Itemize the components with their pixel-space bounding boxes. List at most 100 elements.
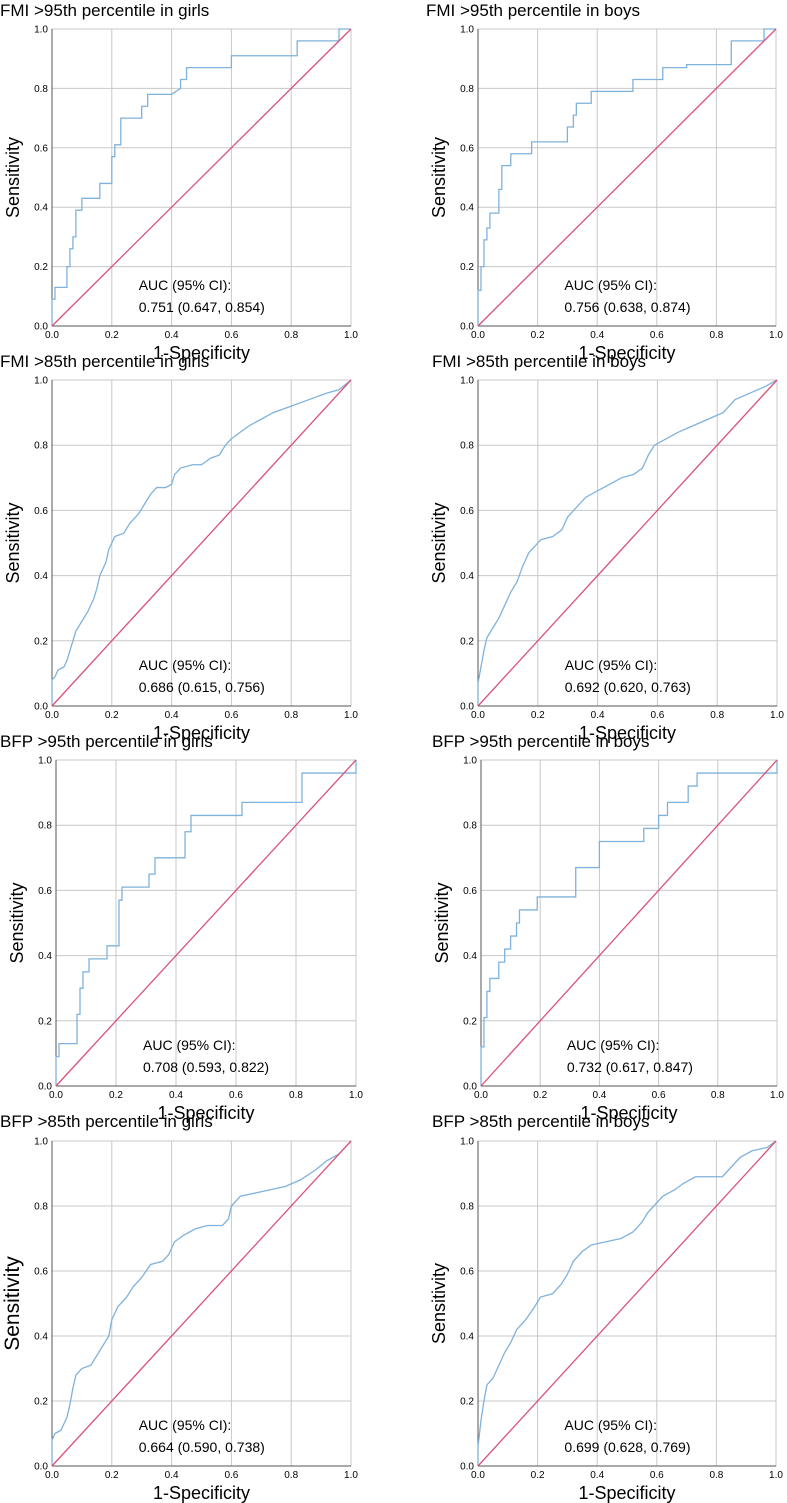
auc-label: AUC (95% CI): — [139, 277, 232, 293]
x-tick-label: 0.6 — [650, 330, 664, 341]
y-tick-label: 0.6 — [460, 1267, 474, 1278]
y-axis-title: Sensitivity — [1, 1256, 24, 1351]
x-tick-label: 0.6 — [650, 1470, 664, 1481]
x-tick-label: 0.4 — [165, 330, 179, 341]
y-tick-label: 1.0 — [34, 1137, 48, 1148]
auc-label: AUC (95% CI): — [564, 1417, 657, 1433]
y-tick-label: 0.0 — [460, 1462, 474, 1473]
x-tick-label: 0.4 — [165, 710, 179, 721]
chart-title: BFP >85th percentile in boys — [432, 1112, 650, 1131]
plot-frame — [477, 1140, 777, 1467]
y-tick-label: 0.8 — [34, 441, 48, 452]
roc-curve — [51, 28, 351, 326]
x-tick-label: 1.0 — [349, 1090, 363, 1101]
y-tick-label: 0.4 — [34, 1332, 48, 1343]
y-tick-label: 0.6 — [38, 886, 52, 897]
x-tick-label: 1.0 — [770, 1090, 784, 1101]
y-tick-label: 0.6 — [460, 143, 474, 154]
plot-frame — [477, 28, 777, 327]
x-tick-label: 1.0 — [344, 710, 358, 721]
x-tick-label: 0.6 — [650, 710, 664, 721]
y-tick-label: 0.6 — [460, 506, 474, 517]
y-tick-label: 0.4 — [38, 951, 52, 962]
auc-value: 0.756 (0.638, 0.874) — [564, 299, 690, 315]
x-tick-label: 0.8 — [709, 330, 723, 341]
x-tick-label: 0.8 — [289, 1090, 303, 1101]
y-tick-label: 0.0 — [460, 322, 474, 333]
roc-curve — [55, 760, 357, 1086]
reference-diagonal-line — [51, 1140, 352, 1467]
y-tick-label: 0.4 — [34, 571, 48, 582]
auc-value: 0.686 (0.615, 0.756) — [139, 679, 265, 695]
auc-value: 0.732 (0.617, 0.847) — [567, 1059, 693, 1075]
x-tick-label: 0.2 — [105, 1470, 119, 1481]
x-tick-label: 0.6 — [224, 330, 238, 341]
y-tick-label: 1.0 — [34, 25, 48, 36]
y-axis-title: Sensitivity — [429, 1263, 449, 1344]
y-tick-label: 0.6 — [34, 143, 48, 154]
auc-label: AUC (95% CI): — [565, 657, 658, 673]
y-tick-label: 0.8 — [34, 84, 48, 95]
x-tick-label: 0.0 — [49, 1090, 63, 1101]
y-axis-title: Sensitivity — [7, 882, 27, 963]
y-tick-label: 0.8 — [34, 1202, 48, 1213]
x-tick-label: 1.0 — [344, 330, 358, 341]
reference-diagonal-line — [477, 1140, 777, 1467]
y-tick-label: 0.4 — [463, 951, 477, 962]
x-tick-label: 0.2 — [531, 710, 545, 721]
reference-diagonal-line — [480, 759, 778, 1087]
reference-diagonal-line — [477, 379, 778, 707]
chart-title: FMI >85th percentile in boys — [432, 352, 647, 371]
chart-title: BFP >95th percentile in girls — [0, 732, 213, 751]
x-tick-label: 0.4 — [590, 330, 604, 341]
x-tick-label: 0.2 — [109, 1090, 123, 1101]
x-tick-label: 1.0 — [770, 710, 784, 721]
x-tick-label: 0.0 — [45, 1470, 59, 1481]
y-tick-label: 0.0 — [34, 1462, 48, 1473]
reference-diagonal-line — [55, 759, 357, 1087]
y-tick-label: 1.0 — [38, 756, 52, 767]
y-tick-label: 0.0 — [34, 322, 48, 333]
y-tick-label: 0.2 — [460, 1397, 474, 1408]
x-tick-label: 0.4 — [590, 1470, 604, 1481]
y-tick-label: 0.4 — [460, 571, 474, 582]
y-tick-label: 0.8 — [463, 821, 477, 832]
x-tick-label: 0.0 — [471, 1470, 485, 1481]
y-tick-label: 0.0 — [38, 1082, 52, 1093]
y-tick-label: 0.4 — [460, 203, 474, 214]
y-tick-label: 0.8 — [460, 441, 474, 452]
y-tick-label: 1.0 — [34, 376, 48, 387]
roc-curve — [51, 1140, 352, 1466]
plot-frame — [51, 379, 352, 707]
auc-value: 0.708 (0.593, 0.822) — [143, 1059, 269, 1075]
y-tick-label: 0.6 — [34, 1267, 48, 1278]
x-tick-label: 1.0 — [769, 330, 783, 341]
roc-curve — [477, 1140, 777, 1466]
y-tick-label: 0.6 — [463, 886, 477, 897]
x-tick-label: 0.8 — [711, 1090, 725, 1101]
x-tick-label: 0.8 — [284, 710, 298, 721]
y-tick-label: 1.0 — [460, 25, 474, 36]
auc-label: AUC (95% CI): — [139, 1417, 232, 1433]
y-tick-label: 0.0 — [463, 1082, 477, 1093]
roc-curve — [51, 379, 352, 706]
x-tick-label: 0.8 — [710, 710, 724, 721]
x-tick-label: 0.2 — [531, 1470, 545, 1481]
y-tick-label: 0.4 — [34, 203, 48, 214]
y-axis-title: Sensitivity — [432, 882, 452, 963]
y-tick-label: 0.0 — [34, 702, 48, 713]
chart-title: FMI >95th percentile in boys — [426, 1, 641, 20]
y-tick-label: 0.2 — [34, 636, 48, 647]
y-tick-label: 0.8 — [460, 1202, 474, 1213]
auc-label: AUC (95% CI): — [139, 657, 232, 673]
x-tick-label: 0.6 — [224, 1470, 238, 1481]
x-tick-label: 1.0 — [769, 1470, 783, 1481]
x-tick-label: 0.0 — [45, 710, 59, 721]
y-tick-label: 0.2 — [463, 1016, 477, 1027]
auc-value: 0.699 (0.628, 0.769) — [564, 1439, 690, 1455]
x-tick-label: 0.6 — [652, 1090, 666, 1101]
auc-value: 0.664 (0.590, 0.738) — [139, 1439, 265, 1455]
roc-curve — [477, 28, 776, 326]
y-axis-title: Sensitivity — [429, 137, 449, 218]
x-tick-label: 0.2 — [105, 710, 119, 721]
